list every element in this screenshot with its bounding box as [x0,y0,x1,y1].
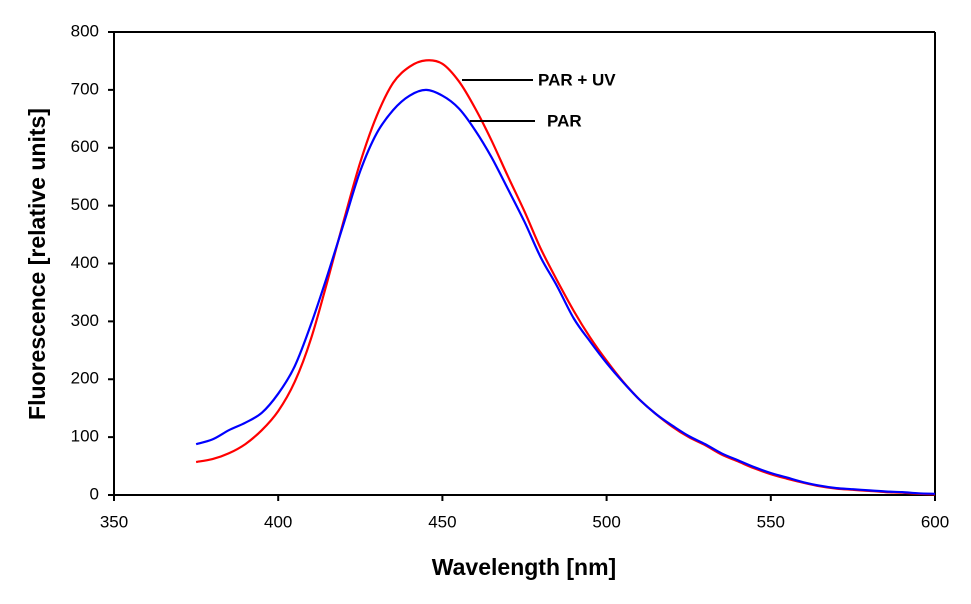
series-layer [195,59,936,496]
annotations: PAR + UV PAR [462,70,616,130]
annotation-label-par-uv: PAR + UV [538,70,616,89]
x-tick-label: 350 [100,512,128,531]
y-tick-label: 800 [71,21,99,40]
y-tick-label: 0 [90,484,99,503]
series-line-par [195,88,936,495]
x-tick-label: 500 [592,512,620,531]
x-axis-title: Wavelength [nm] [432,554,616,580]
y-tick-label: 700 [71,79,99,98]
x-ticks: 350 400 450 500 550 600 [100,495,949,531]
x-tick-label: 400 [264,512,292,531]
y-ticks: 0 100 200 300 400 500 600 700 800 [71,21,114,503]
x-tick-label: 450 [428,512,456,531]
annotation-label-par: PAR [547,111,582,130]
y-tick-label: 100 [71,427,99,446]
y-tick-label: 200 [71,369,99,388]
y-tick-label: 500 [71,195,99,214]
x-tick-label: 550 [757,512,785,531]
y-tick-label: 400 [71,253,99,272]
y-axis-title: Fluorescence [relative units] [24,108,50,420]
x-tick-label: 600 [921,512,949,531]
y-tick-label: 600 [71,137,99,156]
y-tick-label: 300 [71,311,99,330]
